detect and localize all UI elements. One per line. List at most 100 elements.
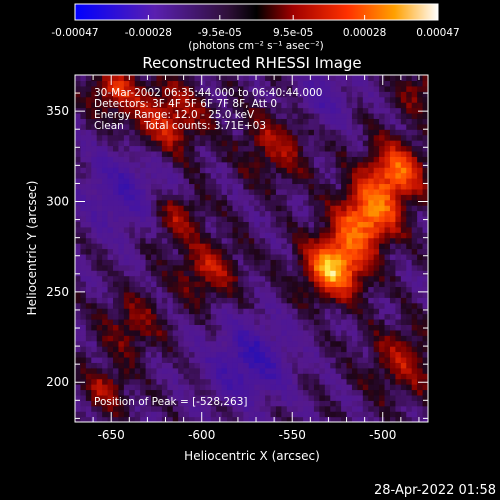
heatmap-cell	[341, 178, 348, 185]
heatmap-cell	[210, 400, 217, 407]
heatmap-cell	[417, 308, 424, 315]
heatmap-cell	[80, 145, 87, 152]
heatmap-cell	[123, 416, 130, 422]
heatmap-cell	[373, 340, 380, 347]
heatmap-cell	[308, 394, 315, 401]
heatmap-cell	[324, 270, 331, 277]
heatmap-cell	[156, 172, 163, 179]
heatmap-cell	[205, 297, 212, 304]
heatmap-cell	[422, 378, 428, 385]
heatmap-cell	[324, 215, 331, 222]
heatmap-cell	[102, 297, 109, 304]
heatmap-cell	[308, 102, 315, 109]
heatmap-cell	[313, 134, 320, 141]
heatmap-cell	[319, 281, 326, 288]
heatmap-cell	[156, 183, 163, 190]
heatmap-cell	[308, 400, 315, 407]
heatmap-cell	[145, 91, 152, 98]
heatmap-cell	[183, 112, 190, 119]
heatmap-cell	[237, 243, 244, 250]
heatmap-cell	[330, 161, 337, 168]
heatmap-cell	[292, 188, 299, 195]
heatmap-cell	[346, 91, 353, 98]
heatmap-cell	[286, 194, 293, 201]
heatmap-cell	[286, 226, 293, 233]
heatmap-cell	[151, 129, 158, 136]
heatmap-cell	[189, 188, 196, 195]
heatmap-cell	[102, 248, 109, 255]
heatmap-cell	[216, 329, 223, 336]
heatmap-cell	[80, 161, 87, 168]
heatmap-cell	[422, 318, 428, 325]
heatmap-cell	[330, 188, 337, 195]
heatmap-cell	[362, 297, 369, 304]
heatmap-cell	[85, 140, 92, 147]
heatmap-cell	[411, 248, 418, 255]
heatmap-cell	[102, 194, 109, 201]
heatmap-cell	[265, 156, 272, 163]
heatmap-cell	[199, 80, 206, 87]
heatmap-cell	[379, 405, 386, 412]
heatmap-cell	[324, 346, 331, 353]
heatmap-cell	[107, 96, 114, 103]
heatmap-cell	[395, 112, 402, 119]
heatmap-cell	[107, 248, 114, 255]
heatmap-cell	[406, 140, 413, 147]
heatmap-cell	[221, 80, 228, 87]
heatmap-image	[75, 75, 428, 422]
heatmap-cell	[189, 416, 196, 422]
heatmap-cell	[368, 80, 375, 87]
heatmap-cell	[411, 129, 418, 136]
heatmap-cell	[107, 226, 114, 233]
heatmap-cell	[286, 286, 293, 293]
heatmap-cell	[313, 194, 320, 201]
heatmap-cell	[205, 378, 212, 385]
heatmap-cell	[134, 215, 141, 222]
heatmap-cell	[145, 172, 152, 179]
heatmap-cell	[379, 150, 386, 157]
heatmap-cell	[237, 394, 244, 401]
heatmap-cell	[80, 270, 87, 277]
heatmap-cell	[118, 405, 125, 412]
heatmap-cell	[102, 286, 109, 293]
heatmap-cell	[243, 411, 250, 418]
heatmap-cell	[113, 167, 120, 174]
heatmap-cell	[275, 80, 282, 87]
heatmap-cell	[275, 183, 282, 190]
heatmap-cell	[113, 405, 120, 412]
heatmap-cell	[368, 308, 375, 315]
heatmap-cell	[389, 156, 397, 163]
heatmap-cell	[129, 188, 136, 195]
heatmap-cell	[292, 102, 299, 109]
heatmap-cell	[232, 356, 239, 363]
heatmap-cell	[313, 253, 320, 260]
heatmap-cell	[248, 400, 255, 407]
heatmap-cell	[183, 248, 190, 255]
heatmap-cell	[243, 259, 250, 266]
heatmap-cell	[417, 194, 424, 201]
heatmap-cell	[275, 346, 282, 353]
heatmap-cell	[85, 210, 92, 217]
heatmap-cell	[330, 232, 337, 239]
heatmap-cell	[270, 394, 277, 401]
heatmap-cell	[172, 80, 179, 87]
heatmap-cell	[395, 346, 402, 353]
heatmap-cell	[123, 215, 130, 222]
heatmap-cell	[167, 232, 174, 239]
heatmap-cell	[151, 356, 158, 363]
heatmap-cell	[400, 167, 407, 174]
heatmap-cell	[351, 394, 358, 401]
heatmap-cell	[167, 75, 174, 82]
heatmap-cell	[357, 378, 364, 385]
heatmap-cell	[400, 102, 407, 109]
heatmap-cell	[330, 253, 337, 260]
heatmap-cell	[275, 378, 282, 385]
heatmap-cell	[172, 215, 179, 222]
heatmap-cell	[275, 172, 282, 179]
heatmap-cell	[102, 156, 109, 163]
heatmap-cell	[373, 367, 380, 374]
heatmap-cell	[113, 248, 120, 255]
heatmap-cell	[368, 400, 375, 407]
heatmap-cell	[216, 411, 223, 418]
heatmap-cell	[330, 291, 337, 298]
